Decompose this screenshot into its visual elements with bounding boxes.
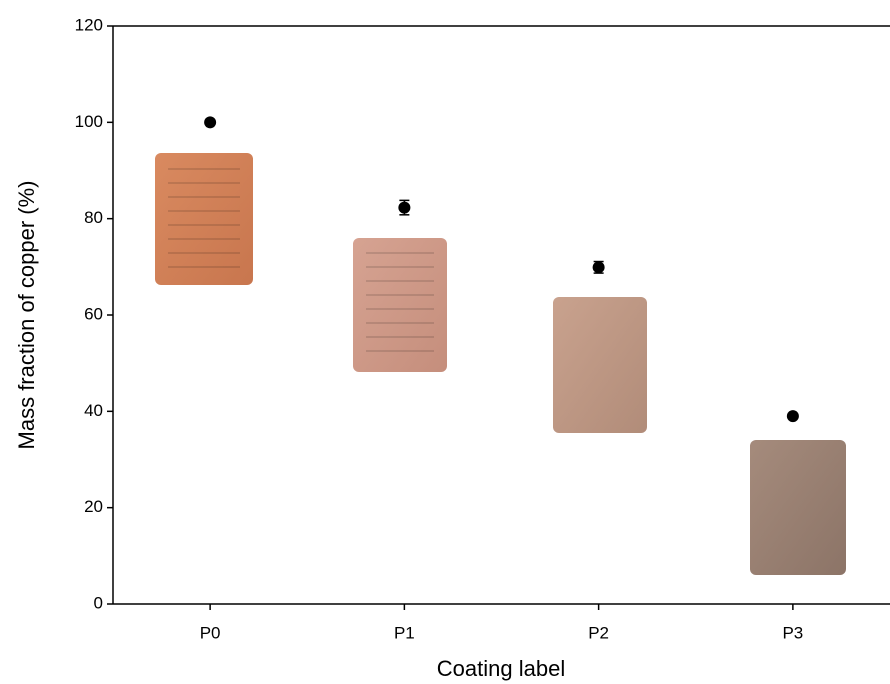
data-point [592, 261, 605, 274]
sample-texture [168, 166, 240, 272]
x-tick-label: P0 [200, 623, 221, 642]
data-point [204, 116, 217, 129]
x-tick-label: P3 [782, 623, 803, 642]
y-tick-label: 20 [84, 497, 103, 516]
y-axis-title: Mass fraction of copper (%) [14, 181, 39, 450]
y-tick-label: 40 [84, 401, 103, 420]
data-point [398, 201, 411, 214]
x-axis-title: Coating label [437, 656, 565, 681]
y-tick-label: 80 [84, 208, 103, 227]
sample-photos [155, 153, 846, 575]
sample-photo [750, 440, 846, 575]
sample-texture [366, 252, 434, 358]
sample-photo [553, 297, 647, 433]
y-tick-label: 60 [84, 304, 103, 323]
x-tick-label: P2 [588, 623, 609, 642]
y-tick-label: 120 [75, 15, 103, 34]
x-tick-label: P1 [394, 623, 415, 642]
y-tick-label: 0 [94, 593, 103, 612]
data-point [786, 410, 799, 423]
y-tick-label: 100 [75, 112, 103, 131]
